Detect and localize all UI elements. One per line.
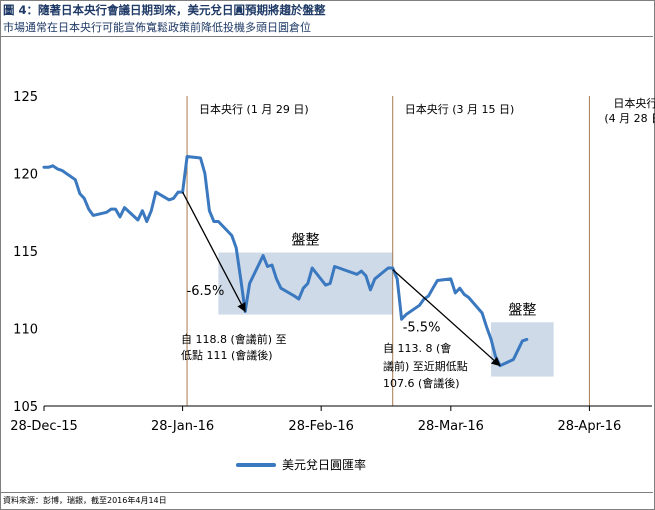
y-tick-label-4: 120 [13,168,38,183]
event-label-3-line1: 日本央行 [613,96,655,110]
consolidation-box-2 [491,322,554,377]
y-tick-label-3: 115 [13,245,38,260]
decline-label-1: -6.5% [187,284,225,299]
consolidation-label-2: 盤整 [508,302,536,318]
event-label-3-line2: (4 月 28 日) [604,112,655,125]
decline-arrow-1 [182,191,246,313]
legend-label: 美元兌日圓匯率 [282,457,366,472]
x-tick-label-5: 28-Apr-16 [557,419,621,434]
x-tick-label-3: 28-Feb-16 [288,419,353,434]
note-2-line2: 議前) 至近期低點 [383,359,468,373]
consolidation-label-1: 盤整 [292,233,320,249]
y-tick-label-2: 110 [13,323,38,338]
y-tick-label-1: 105 [13,400,38,415]
chart-title: 圖 4：隨著日本央行會議日期到來，美元兌日圓預期將趨於盤整 [3,3,326,17]
chart-subtitle: 市場通常在日本央行可能宣佈寬鬆政策前降低投機多頭日圓倉位 [3,21,311,34]
series-line-usdjpy [42,155,529,368]
note-1-line1: 自 118.8 (會議前) 至 [181,332,287,346]
note-1-line2: 低點 111 (會議後) [181,348,273,362]
y-tick-label-5: 125 [13,90,38,105]
x-tick-label-2: 28-Jan-16 [151,419,214,434]
x-tick-label-4: 28-Mar-16 [418,419,484,434]
footer-divider [0,492,653,493]
x-tick-label-1: 28-Dec-15 [10,419,78,434]
decline-arrow-2 [392,269,501,367]
source-note: 資料來源：彭博，瑞銀，截至2016年4月14日 [3,496,167,505]
note-2-line1: 自 113. 8 (會 [383,341,451,355]
event-label-1: 日本央行 (1 月 29 日) [199,102,309,116]
title-divider [0,36,653,37]
decline-label-2: -5.5% [403,321,441,336]
event-label-2: 日本央行 (3 月 15 日) [405,102,515,116]
note-2-line3: 107.6 (會議後) [383,376,460,390]
